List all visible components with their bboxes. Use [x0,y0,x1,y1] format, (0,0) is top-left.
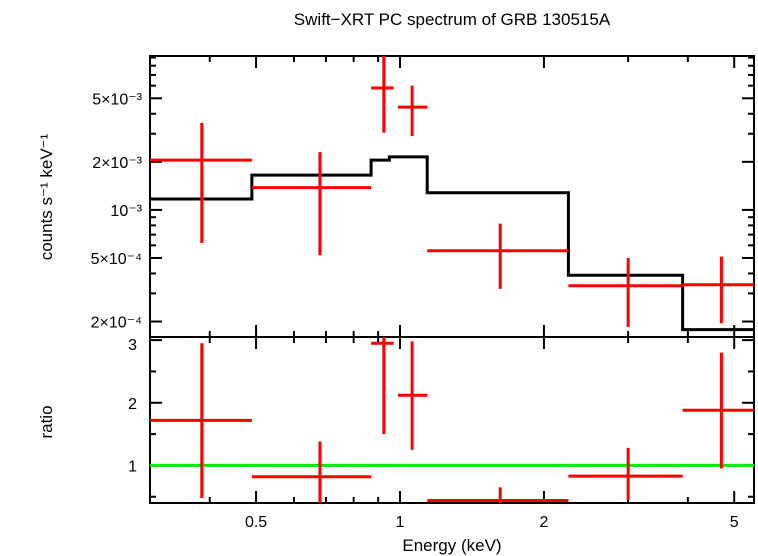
ratio-point-3 [371,337,394,435]
x-axis-title: Energy (keV) [402,536,501,555]
ratio-point-6 [568,447,683,500]
ratio-point-4 [397,341,428,450]
spectrum-point-1 [150,123,252,244]
bottom-y-axis-title: ratio [37,405,56,438]
bottom-y-tick-label: 3 [128,337,137,354]
ratio-point-1 [150,343,252,498]
top-y-tick-labels: 2×10⁻⁴ 5×10⁻⁴ 10⁻³ 2×10⁻³ 5×10⁻³ [91,91,143,331]
spectrum-point-6 [568,257,683,327]
x-tick-label: 0.5 [245,514,267,531]
x-tick-label: 2 [539,514,548,531]
top-y-tick-label: 5×10⁻³ [92,91,142,108]
top-y-tick-label: 2×10⁻³ [92,155,142,172]
model-histogram [150,155,754,332]
top-panel-ticks [149,56,754,337]
top-y-axis-title: counts s⁻¹ keV⁻¹ [37,133,56,260]
x-tick-label: 1 [396,514,405,531]
ratio-point-7 [682,352,754,469]
spectrum-point-5 [427,223,569,289]
top-y-tick-label: 5×10⁻⁴ [91,251,142,268]
spectrum-point-3 [371,56,394,133]
x-tick-labels: 0.5 1 2 5 [245,514,739,531]
bottom-y-tick-labels: 1 2 3 [128,337,137,475]
top-panel-frame [149,55,755,338]
model-step-line [150,155,754,332]
spectrum-point-2 [251,152,372,256]
ratio-data-points [150,337,754,503]
bottom-y-tick-label: 1 [128,458,137,475]
spectrum-point-7 [682,256,754,324]
ratio-point-5 [427,487,569,503]
spectrum-point-4 [397,85,428,137]
top-y-tick-label: 2×10⁻⁴ [91,315,142,332]
chart-title: Swift−XRT PC spectrum of GRB 130515A [294,10,611,29]
spectrum-data-points [150,56,754,327]
x-tick-label: 5 [730,514,739,531]
bottom-y-tick-label: 2 [128,396,137,413]
ratio-point-2 [251,441,372,503]
top-y-tick-label: 10⁻³ [110,203,142,220]
